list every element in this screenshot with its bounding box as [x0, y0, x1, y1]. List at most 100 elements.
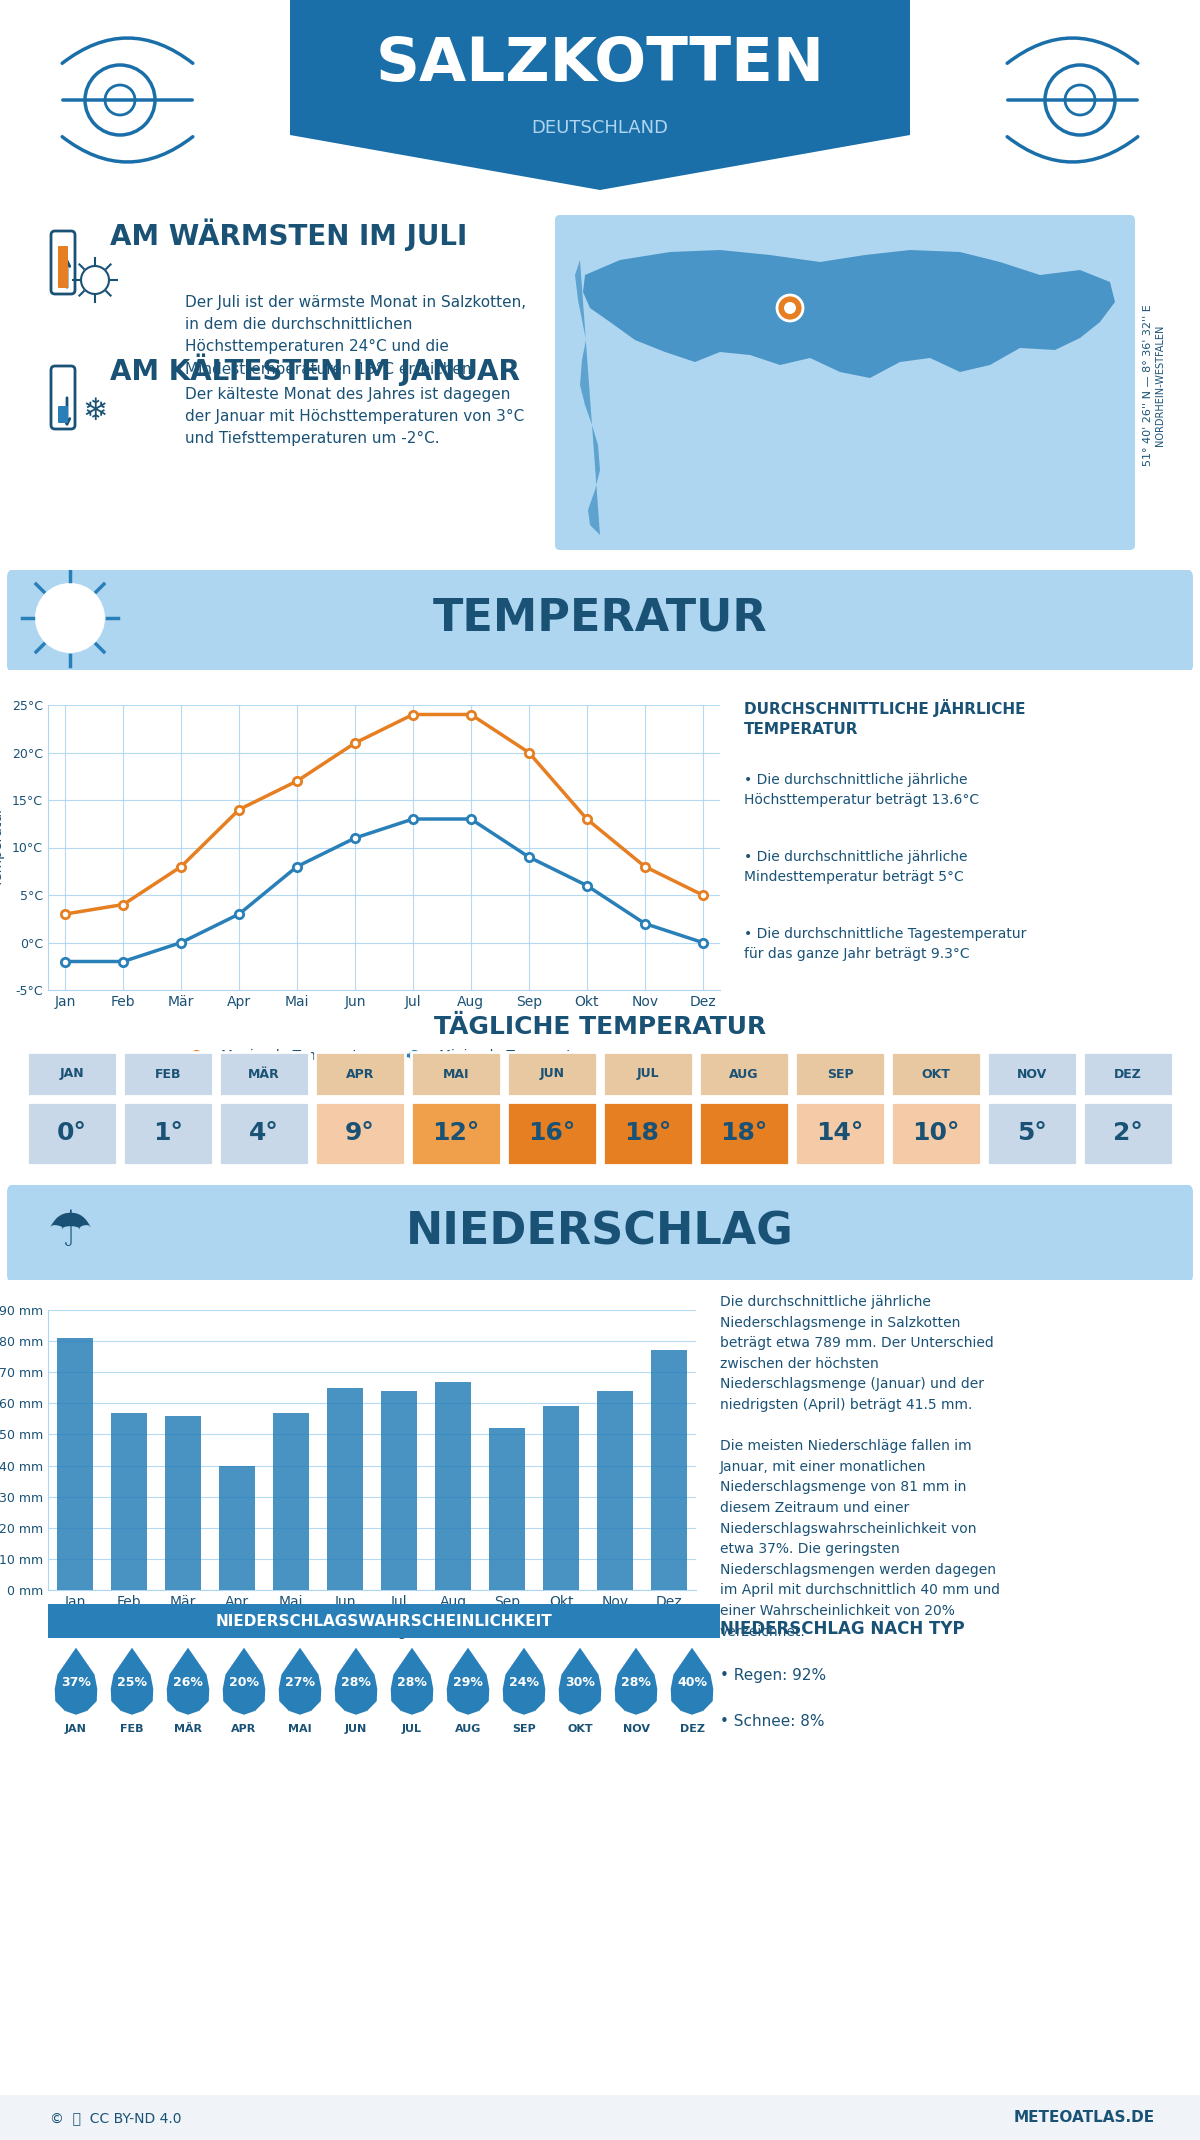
- Text: JUL: JUL: [402, 1725, 422, 1733]
- Text: NIEDERSCHLAGSWAHRSCHEINLICHKEIT: NIEDERSCHLAGSWAHRSCHEINLICHKEIT: [216, 1614, 552, 1629]
- Maximale Temperatur: [174, 854, 188, 880]
- Bar: [544, 1406, 578, 1590]
- Polygon shape: [559, 1648, 601, 1714]
- Maximale Temperatur: [522, 740, 536, 766]
- FancyBboxPatch shape: [410, 1053, 502, 1096]
- Maximale Temperatur: [696, 882, 710, 907]
- Minimale Temperatur: [696, 929, 710, 954]
- Text: 25%: 25%: [118, 1676, 148, 1688]
- Text: 51° 40' 26'' N — 8° 36' 32'' E: 51° 40' 26'' N — 8° 36' 32'' E: [1142, 304, 1153, 467]
- FancyBboxPatch shape: [26, 1102, 118, 1164]
- Text: • Schnee: 8%: • Schnee: 8%: [720, 1714, 824, 1729]
- FancyBboxPatch shape: [1082, 1102, 1174, 1164]
- Text: Der Juli ist der wärmste Monat in Salzkotten,
in dem die durchschnittlichen
Höch: Der Juli ist der wärmste Monat in Salzko…: [185, 295, 526, 377]
- Minimale Temperatur: [58, 948, 72, 974]
- Text: APR: APR: [232, 1725, 257, 1733]
- Text: MÄR: MÄR: [248, 1068, 280, 1081]
- Text: Der kälteste Monat des Jahres ist dagegen
der Januar mit Höchsttemperaturen von : Der kälteste Monat des Jahres ist dagege…: [185, 387, 524, 447]
- Polygon shape: [503, 1648, 545, 1714]
- Polygon shape: [583, 250, 1115, 379]
- Text: MÄR: MÄR: [174, 1725, 202, 1733]
- FancyBboxPatch shape: [890, 1102, 982, 1164]
- Text: SEP: SEP: [827, 1068, 853, 1081]
- Text: NORDRHEIN-WESTFALEN: NORDRHEIN-WESTFALEN: [1154, 325, 1165, 445]
- Bar: [652, 1350, 686, 1590]
- FancyBboxPatch shape: [28, 1603, 740, 1639]
- Minimale Temperatur: [174, 929, 188, 954]
- Circle shape: [784, 302, 796, 315]
- FancyBboxPatch shape: [314, 1102, 406, 1164]
- Polygon shape: [391, 1648, 433, 1714]
- Minimale Temperatur: [348, 826, 362, 852]
- Text: TÄGLICHE TEMPERATUR: TÄGLICHE TEMPERATUR: [434, 1014, 766, 1040]
- Text: NOV: NOV: [1016, 1068, 1048, 1081]
- Polygon shape: [55, 1648, 97, 1714]
- Text: 20%: 20%: [229, 1676, 259, 1688]
- Text: DEZ: DEZ: [1114, 1068, 1142, 1081]
- Maximale Temperatur: [406, 702, 420, 728]
- Text: JAN: JAN: [60, 1068, 84, 1081]
- Circle shape: [778, 295, 803, 321]
- FancyBboxPatch shape: [506, 1102, 598, 1164]
- Text: JUL: JUL: [637, 1068, 659, 1081]
- Polygon shape: [290, 0, 910, 190]
- Text: 30%: 30%: [565, 1676, 595, 1688]
- Text: AM KÄLTESTEN IM JANUAR: AM KÄLTESTEN IM JANUAR: [110, 353, 520, 387]
- FancyBboxPatch shape: [986, 1053, 1078, 1096]
- Text: 14°: 14°: [816, 1121, 864, 1145]
- Text: 26%: 26%: [173, 1676, 203, 1688]
- Text: NIEDERSCHLAG NACH TYP: NIEDERSCHLAG NACH TYP: [720, 1620, 965, 1637]
- Minimale Temperatur: [232, 901, 246, 927]
- Minimale Temperatur: [637, 912, 652, 937]
- Text: MAI: MAI: [443, 1068, 469, 1081]
- Text: DEZ: DEZ: [679, 1725, 704, 1733]
- FancyBboxPatch shape: [58, 246, 68, 289]
- FancyBboxPatch shape: [554, 214, 1135, 550]
- Text: APR: APR: [346, 1068, 374, 1081]
- FancyBboxPatch shape: [890, 1053, 982, 1096]
- Polygon shape: [167, 1648, 209, 1714]
- Text: 28%: 28%: [341, 1676, 371, 1688]
- FancyBboxPatch shape: [0, 2095, 1200, 2140]
- Text: • Die durchschnittliche jährliche
Höchsttemperatur beträgt 13.6°C: • Die durchschnittliche jährliche Höchst…: [744, 773, 979, 807]
- Y-axis label: Temperatur: Temperatur: [0, 807, 5, 888]
- Bar: [328, 1387, 362, 1590]
- Bar: [220, 1466, 254, 1590]
- Text: 9°: 9°: [346, 1121, 374, 1145]
- Text: 16°: 16°: [528, 1121, 576, 1145]
- Maximale Temperatur: [58, 901, 72, 927]
- Text: 0°: 0°: [58, 1121, 88, 1145]
- Text: 18°: 18°: [720, 1121, 768, 1145]
- FancyBboxPatch shape: [26, 1053, 118, 1096]
- Circle shape: [35, 582, 106, 653]
- Text: FEB: FEB: [120, 1725, 144, 1733]
- Text: METEOATLAS.DE: METEOATLAS.DE: [1014, 2110, 1154, 2125]
- Text: JUN: JUN: [344, 1725, 367, 1733]
- Text: 27%: 27%: [286, 1676, 314, 1688]
- Polygon shape: [614, 1648, 658, 1714]
- Text: DURCHSCHNITTLICHE JÄHRLICHE
TEMPERATUR: DURCHSCHNITTLICHE JÄHRLICHE TEMPERATUR: [744, 700, 1026, 736]
- Text: ❄: ❄: [83, 398, 108, 426]
- FancyBboxPatch shape: [7, 569, 1193, 672]
- Text: 5°: 5°: [1018, 1121, 1046, 1145]
- Text: OKT: OKT: [922, 1068, 950, 1081]
- Text: 37%: 37%: [61, 1676, 91, 1688]
- Text: AUG: AUG: [455, 1725, 481, 1733]
- Text: DEUTSCHLAND: DEUTSCHLAND: [532, 120, 668, 137]
- FancyBboxPatch shape: [122, 1053, 214, 1096]
- FancyBboxPatch shape: [602, 1102, 694, 1164]
- FancyBboxPatch shape: [698, 1102, 790, 1164]
- FancyBboxPatch shape: [58, 407, 68, 424]
- Bar: [382, 1391, 416, 1590]
- Maximale Temperatur: [580, 807, 594, 832]
- Text: • Die durchschnittliche Tagestemperatur
für das ganze Jahr beträgt 9.3°C: • Die durchschnittliche Tagestemperatur …: [744, 927, 1026, 961]
- Text: 4°: 4°: [250, 1121, 278, 1145]
- Bar: [112, 1412, 146, 1590]
- Text: 2°: 2°: [1114, 1121, 1142, 1145]
- Text: 29%: 29%: [454, 1676, 482, 1688]
- Minimale Temperatur: [116, 948, 131, 974]
- Polygon shape: [278, 1648, 322, 1714]
- Text: • Die durchschnittliche jährliche
Mindesttemperatur beträgt 5°C: • Die durchschnittliche jährliche Mindes…: [744, 850, 967, 884]
- Text: OKT: OKT: [568, 1725, 593, 1733]
- Maximale Temperatur: [116, 892, 131, 918]
